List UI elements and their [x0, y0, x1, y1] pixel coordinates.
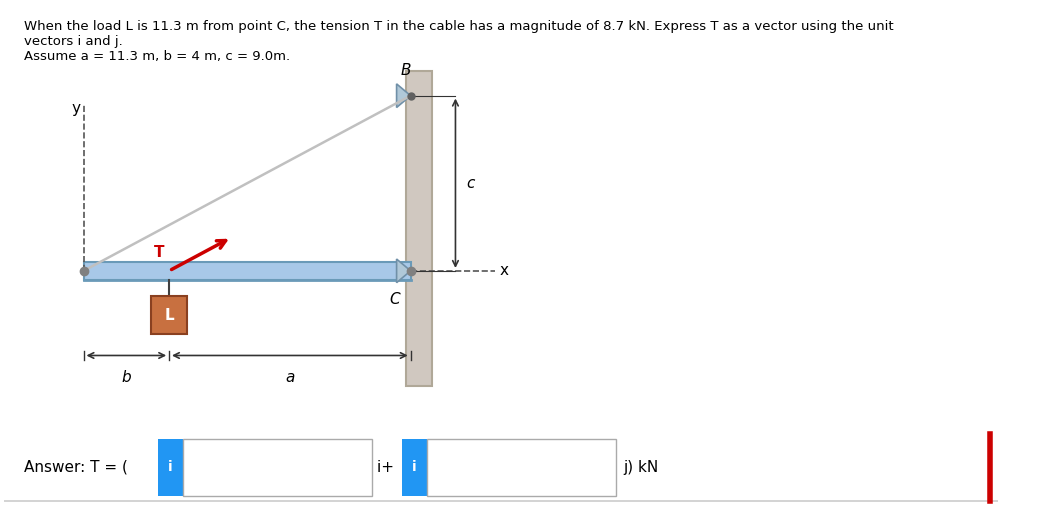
FancyBboxPatch shape — [84, 262, 411, 280]
Text: Answer: T = (: Answer: T = ( — [24, 460, 133, 475]
Text: i: i — [168, 460, 173, 474]
Text: c: c — [467, 176, 475, 191]
Polygon shape — [397, 259, 411, 282]
Text: x: x — [499, 264, 509, 278]
Text: C: C — [389, 292, 400, 308]
FancyBboxPatch shape — [183, 439, 372, 496]
FancyBboxPatch shape — [406, 71, 432, 386]
Text: T: T — [154, 245, 165, 260]
Text: a: a — [285, 370, 295, 385]
Text: j) kN: j) kN — [624, 460, 659, 475]
FancyBboxPatch shape — [402, 439, 427, 496]
Text: i: i — [412, 460, 417, 474]
Text: When the load L is 11.3 m from point C, the tension T in the cable has a magnitu: When the load L is 11.3 m from point C, … — [24, 19, 894, 63]
Text: B: B — [401, 63, 411, 78]
FancyBboxPatch shape — [151, 297, 187, 334]
Text: L: L — [164, 308, 173, 323]
Polygon shape — [397, 84, 411, 108]
FancyBboxPatch shape — [159, 439, 183, 496]
FancyBboxPatch shape — [427, 439, 616, 496]
Text: b: b — [121, 370, 131, 385]
Text: i+: i+ — [377, 460, 399, 475]
Text: y: y — [71, 101, 81, 116]
